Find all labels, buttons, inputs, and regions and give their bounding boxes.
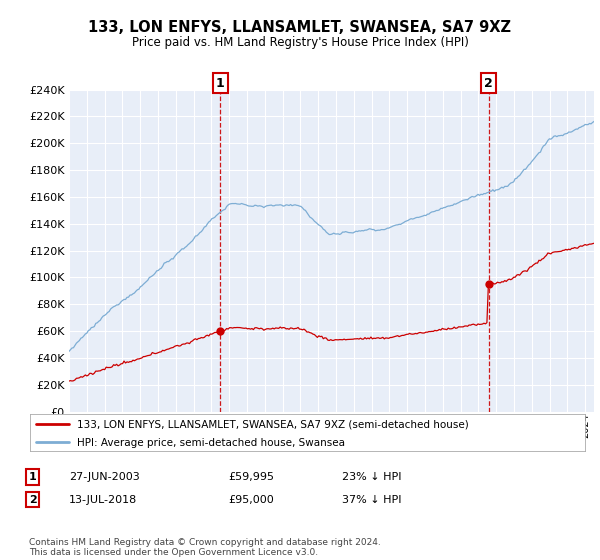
Text: £59,995: £59,995 — [228, 472, 274, 482]
Text: £95,000: £95,000 — [228, 494, 274, 505]
Text: Price paid vs. HM Land Registry's House Price Index (HPI): Price paid vs. HM Land Registry's House … — [131, 36, 469, 49]
Text: 27-JUN-2003: 27-JUN-2003 — [69, 472, 140, 482]
Text: 1: 1 — [29, 472, 37, 482]
Text: 133, LON ENFYS, LLANSAMLET, SWANSEA, SA7 9XZ: 133, LON ENFYS, LLANSAMLET, SWANSEA, SA7… — [89, 20, 511, 35]
Text: 13-JUL-2018: 13-JUL-2018 — [69, 494, 137, 505]
Text: Contains HM Land Registry data © Crown copyright and database right 2024.
This d: Contains HM Land Registry data © Crown c… — [29, 538, 380, 557]
Text: 37% ↓ HPI: 37% ↓ HPI — [342, 494, 401, 505]
Text: 1: 1 — [216, 77, 224, 90]
Text: 133, LON ENFYS, LLANSAMLET, SWANSEA, SA7 9XZ (semi-detached house): 133, LON ENFYS, LLANSAMLET, SWANSEA, SA7… — [77, 419, 469, 430]
Text: 2: 2 — [29, 494, 37, 505]
Text: 23% ↓ HPI: 23% ↓ HPI — [342, 472, 401, 482]
Text: 2: 2 — [484, 77, 493, 90]
Text: HPI: Average price, semi-detached house, Swansea: HPI: Average price, semi-detached house,… — [77, 438, 345, 448]
